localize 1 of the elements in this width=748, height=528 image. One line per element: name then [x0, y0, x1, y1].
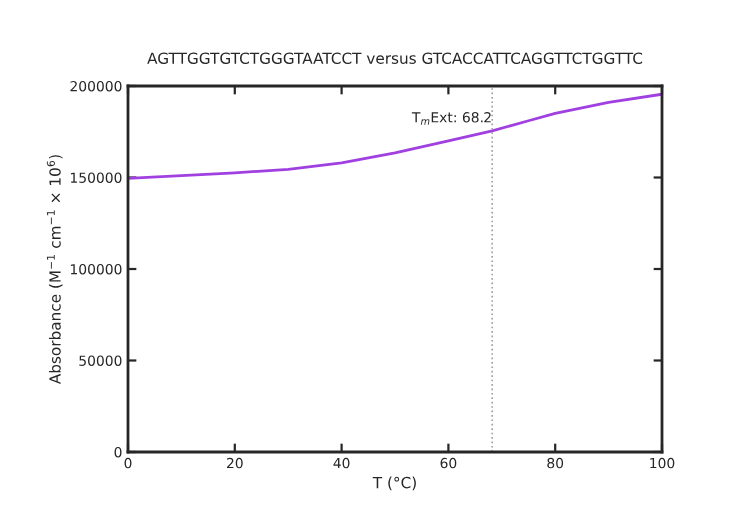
line-series: [128, 92, 662, 180]
